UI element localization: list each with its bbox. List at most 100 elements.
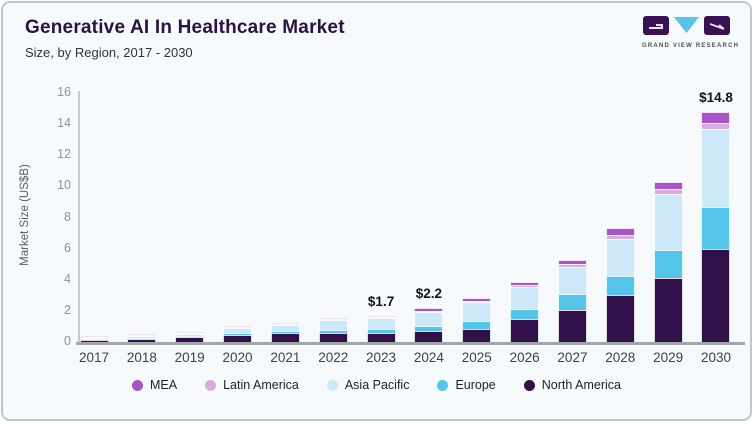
bar-segment-asia-pacific xyxy=(462,302,492,321)
bar-segment-north-america xyxy=(510,318,540,342)
bar-segment-latin-america xyxy=(462,300,492,303)
x-tick-2029: 2029 xyxy=(653,350,684,365)
bar-segment-mea xyxy=(701,111,731,123)
legend-dot-north-america xyxy=(523,379,535,391)
bar-segment-mea xyxy=(318,317,348,320)
bar-segment-asia-pacific xyxy=(510,286,540,309)
bar-segment-europe xyxy=(175,336,205,338)
bar-segment-europe xyxy=(223,332,253,335)
bar-segment-mea xyxy=(223,326,253,328)
value-label-2024: $2.2 xyxy=(415,285,443,301)
bar-segment-mea xyxy=(366,315,396,318)
bar-2027 xyxy=(557,259,587,342)
bar-2022 xyxy=(318,317,348,342)
bar-2030 xyxy=(701,111,731,342)
x-tick-2018: 2018 xyxy=(126,350,157,365)
x-tick-2025: 2025 xyxy=(461,350,492,365)
value-label-2030: $14.8 xyxy=(699,89,733,105)
bar-segment-asia-pacific xyxy=(414,311,444,326)
bar-2023 xyxy=(366,315,396,342)
legend-label: Europe xyxy=(455,378,496,392)
x-tick-2022: 2022 xyxy=(318,350,349,365)
x-tick-2023: 2023 xyxy=(366,350,397,365)
bar-segment-latin-america xyxy=(175,332,205,334)
bar-segment-asia-pacific xyxy=(223,328,253,333)
legend-label: MEA xyxy=(150,378,178,392)
x-tick-2027: 2027 xyxy=(557,350,588,365)
bar-2020 xyxy=(223,326,253,342)
bar-segment-latin-america xyxy=(79,336,109,338)
bar-segment-europe xyxy=(653,250,683,279)
bar-segment-north-america xyxy=(79,340,109,342)
bar-segment-north-america xyxy=(223,334,253,342)
gvr-logo-text: GRAND VIEW RESEARCH xyxy=(642,43,740,49)
bar-segment-north-america xyxy=(318,332,348,342)
bar-segment-europe xyxy=(701,206,731,249)
bar-segment-north-america xyxy=(605,295,635,342)
y-tick-16: 16 xyxy=(57,85,71,99)
bar-segment-asia-pacific xyxy=(701,128,731,207)
legend-dot-mea xyxy=(132,379,144,391)
bar-segment-asia-pacific xyxy=(605,238,635,276)
bar-segment-mea xyxy=(79,335,109,337)
bar-segment-mea xyxy=(605,228,635,236)
x-tick-2021: 2021 xyxy=(270,350,301,365)
bar-segment-asia-pacific xyxy=(653,194,683,251)
y-tick-6: 6 xyxy=(64,240,71,255)
chart-subtitle: Size, by Region, 2017 - 2030 xyxy=(25,45,193,60)
legend-item-europe: Europe xyxy=(437,378,496,392)
bar-segment-latin-america xyxy=(223,327,253,329)
y-axis-line xyxy=(78,91,80,344)
bar-segment-north-america xyxy=(127,339,157,342)
bar-2018 xyxy=(127,334,157,342)
bar-segment-asia-pacific xyxy=(557,266,587,294)
bar-segment-latin-america xyxy=(318,319,348,321)
bar-segment-mea xyxy=(653,181,683,190)
page-title: Generative AI In Healthcare Market xyxy=(25,17,345,38)
x-tick-2017: 2017 xyxy=(78,350,110,365)
x-tick-2030: 2030 xyxy=(700,350,731,365)
x-tick-2024: 2024 xyxy=(413,350,444,365)
bar-segment-latin-america xyxy=(653,189,683,195)
bar-segment-latin-america xyxy=(270,323,300,325)
bar-segment-north-america xyxy=(557,310,587,342)
bar-segment-latin-america xyxy=(127,335,157,337)
legend-dot-asia-pacific xyxy=(326,379,338,391)
bar-segment-mea xyxy=(557,259,587,265)
gvr-logo: GRAND VIEW RESEARCH xyxy=(642,16,740,49)
x-tick-2020: 2020 xyxy=(222,350,253,365)
legend-label: Asia Pacific xyxy=(344,378,410,392)
bar-segment-latin-america xyxy=(414,310,444,312)
bar-2024 xyxy=(414,307,444,342)
legend-dot-latin-america xyxy=(205,379,217,391)
legend-label: Latin America xyxy=(223,378,299,392)
bar-segment-north-america xyxy=(175,337,205,342)
x-tick-2019: 2019 xyxy=(174,350,205,365)
bar-segment-europe xyxy=(557,293,587,311)
bar-segment-europe xyxy=(414,325,444,332)
bar-2025 xyxy=(462,298,492,342)
bar-segment-latin-america xyxy=(605,235,635,239)
bar-2028 xyxy=(605,228,635,342)
bar-segment-europe xyxy=(318,329,348,333)
x-axis-line xyxy=(76,342,745,345)
bar-segment-north-america xyxy=(653,278,683,342)
y-tick-10: 10 xyxy=(57,178,71,193)
bar-segment-mea xyxy=(462,298,492,301)
bar-segment-europe xyxy=(510,308,540,319)
bar-segment-latin-america xyxy=(366,317,396,319)
y-tick-12: 12 xyxy=(57,147,71,162)
y-axis-label: Market Size (US$B) xyxy=(19,164,31,266)
bar-segment-north-america xyxy=(462,328,492,342)
bar-segment-asia-pacific xyxy=(318,320,348,330)
legend-label: North America xyxy=(541,378,621,392)
legend-item-asia-pacific: Asia Pacific xyxy=(326,378,410,392)
bar-segment-asia-pacific xyxy=(270,324,300,331)
bar-segment-mea xyxy=(510,282,540,286)
y-tick-0: 0 xyxy=(64,334,71,348)
y-tick-14: 14 xyxy=(57,116,71,131)
legend-item-north-america: North America xyxy=(523,378,621,392)
bar-2019 xyxy=(175,331,205,342)
chart-legend: MEA Latin America Asia Pacific Europe North … xyxy=(3,378,750,392)
